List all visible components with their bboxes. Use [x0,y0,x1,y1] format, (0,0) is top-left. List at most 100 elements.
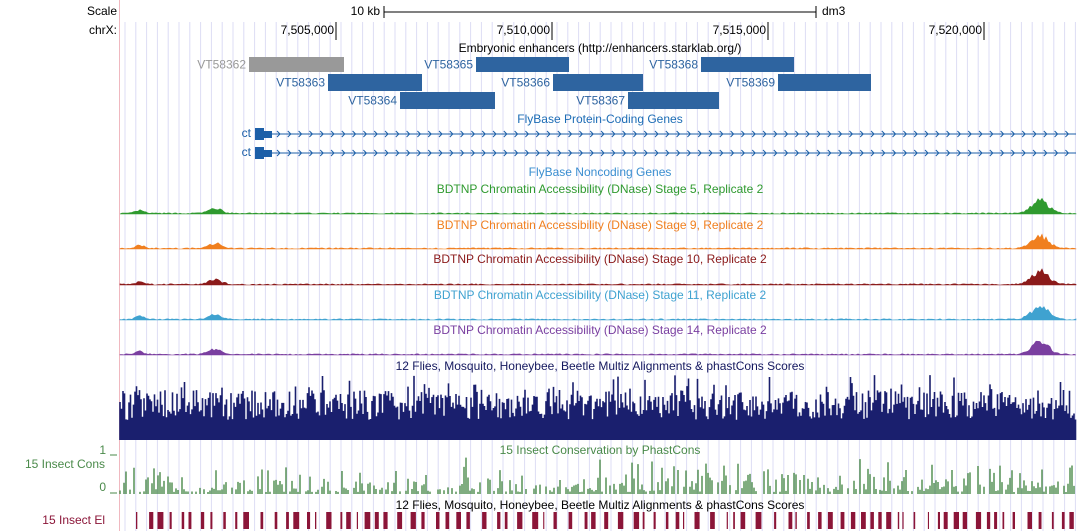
cons-element [1069,512,1074,529]
enhancer [628,92,719,109]
cons-element [818,512,822,529]
cons-element [994,512,998,529]
cons-element [346,512,351,529]
track-title: 12 Flies, Mosquito, Honeybee, Beetle Mul… [396,359,805,373]
cons-element [200,512,205,529]
cons-element [962,512,968,529]
cons-element [740,512,746,529]
cons-element [1002,512,1005,529]
cons-element [897,512,900,529]
cons-element [733,512,735,529]
cons-element [975,512,982,529]
cons-element [517,512,523,529]
side-label: 15 Insect Cons [25,457,105,471]
cons-element [364,512,371,529]
cons-element [421,512,425,529]
cons-element [397,512,403,529]
assembly: dm3 [822,4,846,18]
cons-element [374,512,379,529]
track-title: FlyBase Protein-Coding Genes [517,112,682,126]
cons-element [617,512,624,529]
cons-element [755,512,762,529]
position-label: 7,510,000 [497,23,551,37]
enhancer-label: VT58366 [501,76,550,90]
cons-element [1027,512,1032,529]
cons-element [653,512,656,529]
exon [255,147,264,159]
enhancer [701,57,794,72]
cons-element [1061,512,1065,529]
grid [124,22,1076,531]
cons-element [223,512,226,529]
cons-element [235,512,238,529]
scale-bar-label: 10 kb [351,4,381,18]
cons-element [274,512,278,529]
cons-element [456,512,461,529]
cons-element [243,512,249,529]
cons-element [604,512,609,529]
cons-signal [119,457,1075,494]
enhancer-label: VT58363 [276,76,325,90]
cons-element [986,512,991,529]
enhancer-label: VT58369 [726,76,775,90]
cons-element [260,512,264,529]
cons-element [788,512,793,529]
enhancer [476,57,569,72]
cons-element [927,512,929,529]
gene-label: ct [242,145,252,159]
cons-element [683,512,685,529]
cons-element [774,512,777,529]
cons-element [1051,512,1054,529]
cons-element [466,512,470,529]
enhancer-label: VT58368 [649,58,698,72]
cons-element [850,512,856,529]
track-title: BDTNP Chromatin Accessibility (DNase) St… [433,323,767,337]
cons-element [383,512,388,529]
track-title: BDTNP Chromatin Accessibility (DNase) St… [433,252,767,266]
cons-element [1038,512,1042,529]
strand-arrows [276,149,1070,157]
enhancer-label: VT58365 [424,58,473,72]
cons-element [315,512,317,529]
cons-element [482,512,487,529]
side-label: 15 Insect El [42,513,105,527]
enhancer-label: VT58364 [348,94,397,108]
cons-element [878,512,882,529]
signal [119,233,1077,250]
cons-element [953,512,959,529]
axis-min: 0 [99,480,106,494]
cons-element [633,512,640,529]
cons-element [710,512,715,529]
strand-arrows [276,130,1070,138]
cons-element [445,512,450,529]
cons-element [157,512,164,529]
cons-element [136,512,138,529]
exon [255,128,264,140]
cons-element [726,512,728,529]
cons-element [356,512,358,529]
cons-element [937,512,940,529]
multiz-signal [119,375,1077,440]
cons-element [568,512,573,529]
track-title: BDTNP Chromatin Accessibility (DNase) St… [437,182,764,196]
cons-element [326,512,332,529]
cons-element [584,512,588,529]
cons-element [840,512,845,529]
track-title: Embryonic enhancers (http://enhancers.st… [459,41,742,55]
cons-element [286,512,289,529]
cons-element [870,512,874,529]
cons-element [886,512,892,529]
cons-element [943,512,948,529]
cons-element [1012,512,1015,529]
track-title: 15 Insect Conservation by PhastCons [500,443,701,457]
cons-element [436,512,440,529]
cons-element [553,512,557,529]
enhancer [400,92,495,109]
enhancer-label: VT58367 [576,94,625,108]
enhancer [328,74,422,91]
signal [119,305,1077,321]
cons-element [497,512,501,529]
cons-element [913,512,916,529]
signal [119,340,1077,356]
cons-element [210,512,213,529]
